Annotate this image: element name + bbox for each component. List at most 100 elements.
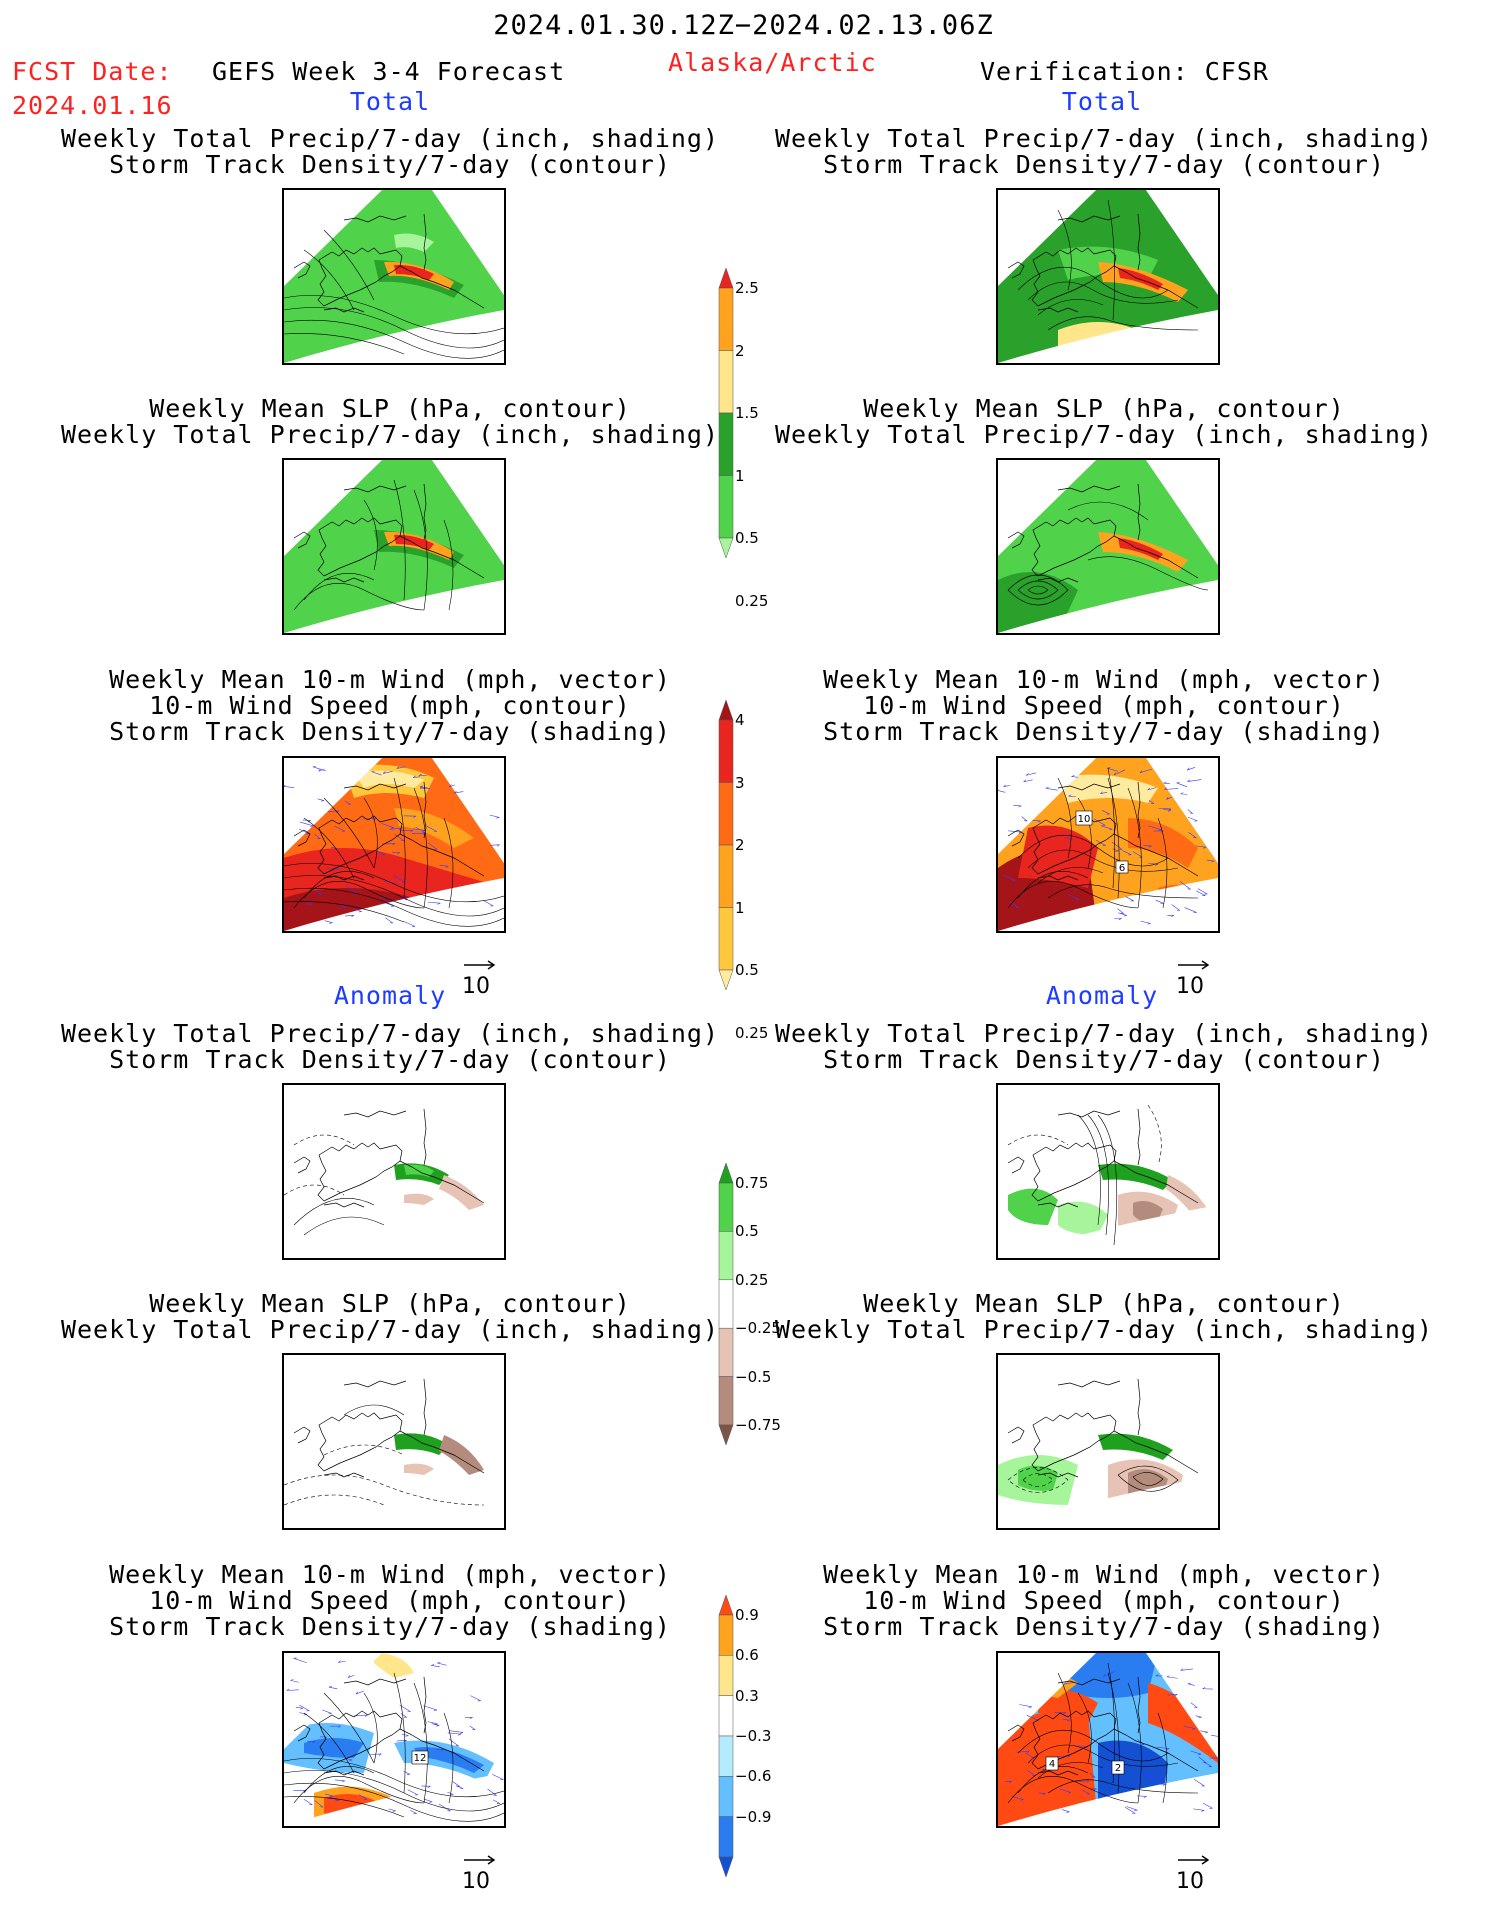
- shaded-region: [1128, 818, 1198, 868]
- title-r1-right-line1: Weekly Total Precip/7-day (inch, shading…: [774, 124, 1434, 153]
- domain-mask: [284, 580, 504, 633]
- colorbar-top-triangle: [718, 700, 734, 721]
- title-r6-right-line2: 10-m Wind Speed (mph, contour): [863, 1586, 1345, 1615]
- coastline: [1007, 213, 1199, 313]
- colorbar-tick-label: 0.6: [735, 1646, 759, 1665]
- colorbar-top-triangle: [718, 1595, 734, 1616]
- shaded-region: [1098, 1163, 1173, 1190]
- shaded-region: [1118, 268, 1163, 290]
- colorbar-tick-label: 2: [735, 341, 745, 360]
- domain-mask: [284, 1085, 382, 1181]
- title-r3-right-line3: Storm Track Density/7-day (shading): [823, 717, 1385, 746]
- vector-ref-total-left: 10: [462, 951, 498, 999]
- contour-lines: [293, 479, 454, 611]
- domain-mask: [284, 878, 504, 931]
- domain-mask: [998, 1085, 1096, 1181]
- contour-lines: [284, 229, 504, 359]
- domain-mask: [998, 580, 1218, 633]
- coastline: [293, 1676, 485, 1776]
- coastline: [1007, 1108, 1199, 1208]
- arrow-right-icon: [1178, 1855, 1210, 1865]
- domain-mask: [284, 190, 382, 286]
- domain-mask: [998, 878, 1218, 931]
- domain-mask: [284, 1773, 504, 1826]
- title-r2-left-line1: Weekly Mean SLP (hPa, contour): [149, 394, 631, 423]
- domain-mask: [432, 1355, 504, 1460]
- fcst-date: 2024.01.16: [12, 91, 173, 120]
- contour-lines: [1017, 199, 1199, 331]
- colorbar-tick-label: 2.5: [735, 279, 759, 297]
- colorbar-tick-label: 0.75: [735, 1174, 769, 1192]
- shaded-region: [404, 1193, 434, 1205]
- contour-lines: [1007, 1104, 1162, 1166]
- colorbar-tick-label: 1: [735, 466, 745, 485]
- title-r2-right-line2: Weekly Total Precip/7-day (inch, shading…: [774, 420, 1434, 449]
- domain-mask: [284, 1475, 504, 1528]
- colorbar-tick-label: 0.25: [735, 1270, 769, 1289]
- domain-mask: [284, 1205, 504, 1258]
- title-r3-right-line2: 10-m Wind Speed (mph, contour): [863, 691, 1345, 720]
- colorbar-segment: [718, 287, 734, 351]
- domain-mask: [998, 1205, 1218, 1258]
- coastline: [1007, 1676, 1199, 1776]
- domain-mask: [998, 1653, 1096, 1749]
- colorbar-segment: [718, 1231, 734, 1281]
- colorbar-tick-label: 0.25: [735, 1023, 769, 1042]
- vector-ref-total-right: 10: [1176, 951, 1212, 999]
- coastline: [293, 213, 485, 313]
- product-title: GEFS Week 3-4 Forecast: [212, 57, 566, 86]
- shaded-region: [439, 1175, 484, 1210]
- map-total-precip-storm-fcst: [282, 188, 506, 365]
- title-r5-left-line1: Weekly Mean SLP (hPa, contour): [149, 1289, 631, 1318]
- domain-mask: [998, 1355, 1096, 1451]
- map-total-slp-precip-fcst: [282, 458, 506, 635]
- contour-lines: [1007, 1467, 1069, 1493]
- colorbar-tick-label: 0.5: [735, 1222, 759, 1241]
- map-total-wind-storm-verif: 10 6: [996, 756, 1220, 933]
- title-r6-left-line3: Storm Track Density/7-day (shading): [109, 1612, 671, 1641]
- domain-mask: [1146, 190, 1218, 295]
- colorbar-top-triangle: [718, 268, 734, 289]
- colorbar-segment: [718, 1776, 734, 1817]
- title-r6-right-line3: Storm Track Density/7-day (shading): [823, 1612, 1385, 1641]
- contour-lines: [284, 1672, 504, 1822]
- colorbar-tick-label: 1.5: [735, 404, 759, 422]
- shaded-region: [1166, 1175, 1208, 1215]
- domain-mask: [998, 1475, 1218, 1528]
- section-total-right: Total: [1061, 87, 1143, 116]
- shaded-region: [1058, 774, 1158, 803]
- shaded-region: [1118, 538, 1163, 560]
- domain-mask: [432, 460, 504, 565]
- colorbar-segment: [718, 475, 734, 539]
- title-r3-left-line1: Weekly Mean 10-m Wind (mph, vector): [109, 665, 671, 694]
- shaded-region: [284, 1653, 504, 1826]
- colorbar-segment: [718, 1695, 734, 1737]
- colorbar-segment: [718, 1182, 734, 1232]
- shaded-region: [439, 1435, 484, 1475]
- map-anom-precip-storm-fcst: [282, 1083, 506, 1260]
- colorbar-top-triangle: [718, 1163, 734, 1184]
- colorbar-tick-label: 1: [735, 898, 745, 917]
- colorbar-precip-anom: 0.75 0.5 0.25 −0.25 −0.5 −0.75: [716, 1163, 781, 1445]
- domain-mask: [1146, 1355, 1218, 1460]
- title-r4-left-line2: Storm Track Density/7-day (contour): [109, 1045, 671, 1074]
- domain-mask: [284, 310, 504, 363]
- contour-lines: [1077, 1114, 1118, 1246]
- colorbar-segment: [718, 719, 734, 783]
- map-anom-slp-precip-verif: [996, 1353, 1220, 1530]
- colorbar-segment: [718, 782, 734, 846]
- colorbar-tick-label: 4: [735, 711, 745, 729]
- fcst-label: FCST Date:: [12, 57, 173, 86]
- section-anomaly-left: Anomaly: [333, 981, 447, 1010]
- shaded-region: [394, 1433, 449, 1455]
- colorbar-tick-label: 0.5: [735, 529, 759, 547]
- contour-lines: [284, 777, 504, 927]
- section-anomaly-right: Anomaly: [1045, 981, 1159, 1010]
- colorbar-tick-label: −0.75: [735, 1416, 781, 1434]
- domain-mask: [432, 758, 504, 863]
- wind-vectors: [998, 766, 1215, 925]
- contour-lines: [1007, 1662, 1199, 1804]
- colorbar-segment: [718, 1327, 734, 1377]
- contour-lines: [343, 1404, 405, 1416]
